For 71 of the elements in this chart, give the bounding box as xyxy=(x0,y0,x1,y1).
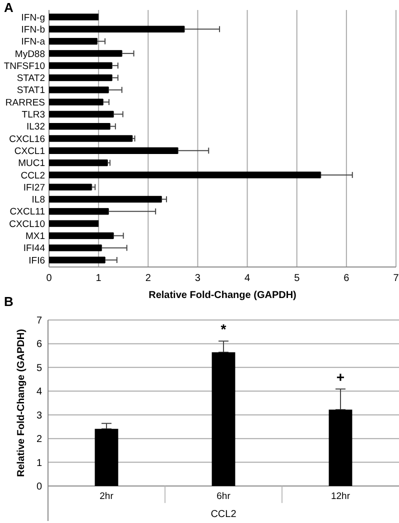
y-tick-label: TLR3 xyxy=(22,110,45,121)
y-tick-label: 5 xyxy=(36,362,42,374)
bar xyxy=(49,98,104,106)
x-tick-label: 7 xyxy=(393,273,399,284)
y-tick-label: CCL2 xyxy=(20,170,45,182)
y-tick-label: IL32 xyxy=(26,122,45,133)
bar xyxy=(49,220,99,227)
y-tick-label: STAT2 xyxy=(16,73,45,84)
y-tick-label: RARRES xyxy=(5,97,45,108)
x-tick-label: 12hr xyxy=(330,491,350,502)
y-tick-label: CXCL10 xyxy=(9,218,45,230)
bar xyxy=(49,38,98,45)
bar xyxy=(328,410,352,486)
bar xyxy=(49,196,162,203)
bar xyxy=(49,184,92,190)
y-tick-label: IL8 xyxy=(32,194,45,206)
y-tick-label: MUC1 xyxy=(18,158,45,170)
y-tick-label: 4 xyxy=(36,386,42,398)
y-tick-label: 0 xyxy=(36,482,42,492)
y-tick-label: MyD88 xyxy=(14,48,45,60)
x-tick-label: 4 xyxy=(244,273,251,284)
bar xyxy=(49,256,106,264)
y-tick-label: IFN-a xyxy=(21,36,46,48)
y-tick-label: IFI44 xyxy=(23,243,45,254)
bar xyxy=(49,123,110,130)
annotation: + xyxy=(336,368,345,385)
y-tick-label: 1 xyxy=(36,458,42,469)
x-tick-label: 2hr xyxy=(100,491,114,502)
bar xyxy=(49,147,178,154)
y-axis-title: Relative Fold-Change (GAPDH) xyxy=(16,329,27,477)
x-tick-label: 1 xyxy=(96,273,102,284)
y-tick-label: IFI6 xyxy=(28,255,45,266)
y-tick-label: 7 xyxy=(36,316,42,326)
x-tick-label: 3 xyxy=(194,273,201,284)
bar xyxy=(49,26,184,32)
bar xyxy=(49,14,99,20)
bar xyxy=(49,110,114,118)
y-tick-label: MX1 xyxy=(25,231,45,242)
y-tick-label: 2 xyxy=(36,434,42,446)
bar xyxy=(49,208,108,215)
chart-title: B xyxy=(4,294,14,309)
y-tick-label: STAT1 xyxy=(16,85,45,96)
bar xyxy=(49,135,132,142)
y-tick-label: 6 xyxy=(36,339,42,350)
y-tick-label: CXCL16 xyxy=(9,134,45,145)
bar xyxy=(49,50,122,57)
x-axis-title: Relative Fold-Change (GAPDH) xyxy=(148,290,296,301)
y-tick-label: TNFSF10 xyxy=(4,60,45,72)
bar xyxy=(212,352,236,486)
x-tick-label: 6 xyxy=(344,273,350,284)
bar xyxy=(49,74,112,82)
y-tick-label: 3 xyxy=(36,410,42,422)
bar xyxy=(49,159,108,166)
bar xyxy=(49,244,102,252)
y-tick-label: IFN-b xyxy=(21,24,45,36)
bar xyxy=(94,428,118,486)
y-tick-label: IFN-g xyxy=(21,12,45,24)
x-tick-label: 5 xyxy=(294,273,300,284)
x-axis-title: CCL2 xyxy=(210,509,237,520)
x-tick-label: 6hr xyxy=(216,491,230,502)
x-tick-label: 2 xyxy=(145,273,152,284)
bar xyxy=(49,232,114,240)
bar xyxy=(49,62,112,69)
bar xyxy=(49,86,108,94)
chart-title: A xyxy=(4,0,14,15)
y-tick-label: CXCL11 xyxy=(10,206,45,218)
annotation: * xyxy=(220,321,227,338)
y-tick-label: IFI27 xyxy=(23,182,45,194)
y-tick-label: CXCL1 xyxy=(14,146,45,157)
bar xyxy=(49,172,321,178)
x-tick-label: 0 xyxy=(46,273,52,284)
